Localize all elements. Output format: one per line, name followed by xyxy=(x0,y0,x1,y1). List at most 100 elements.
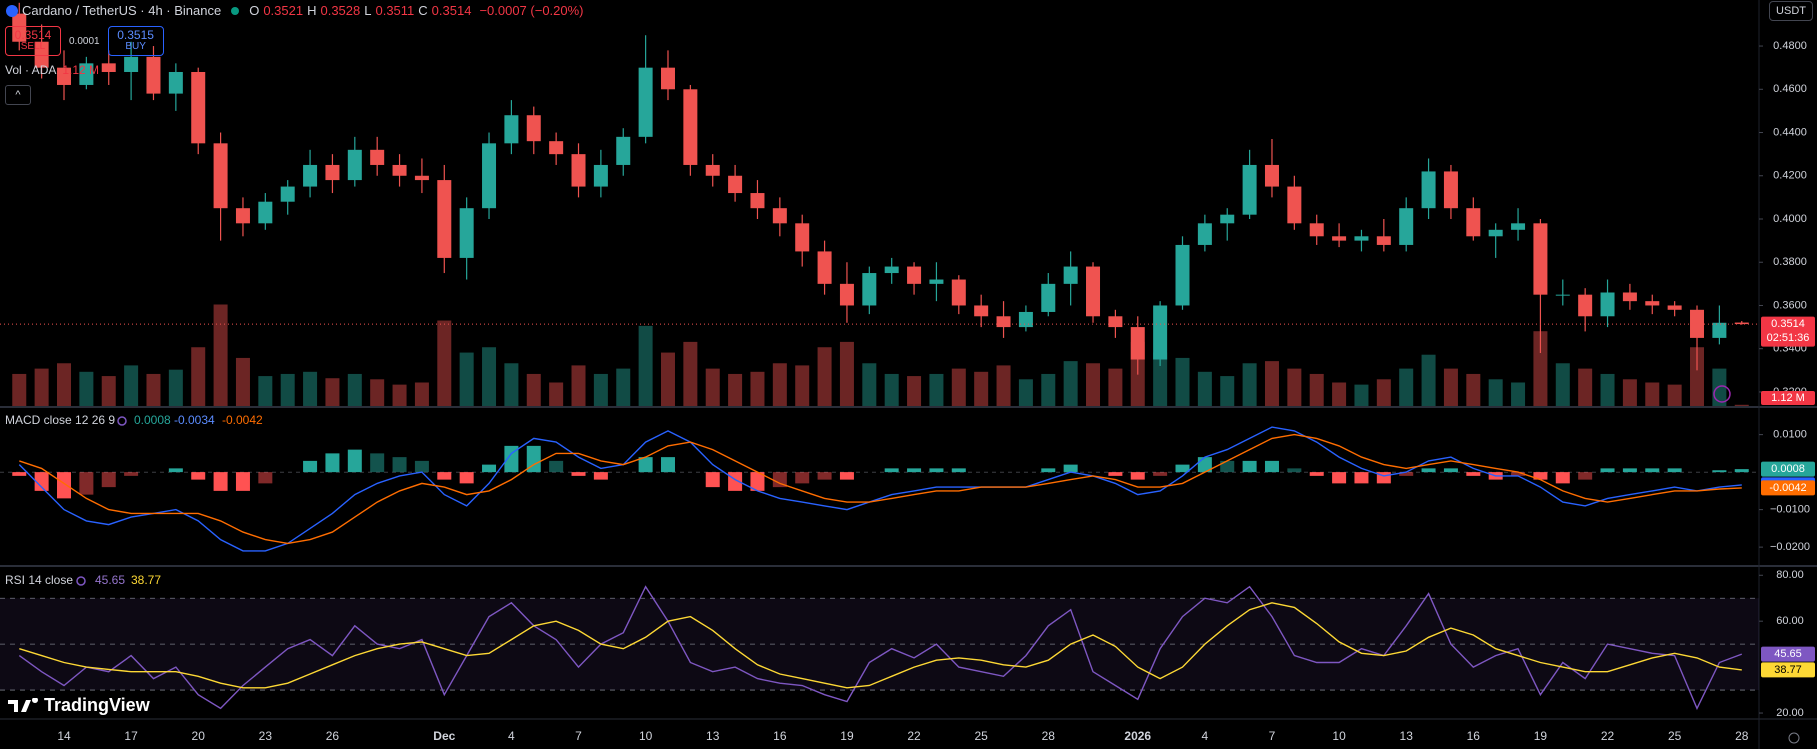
symbol[interactable]: Cardano / TetherUS · 4h · Binance xyxy=(22,3,222,18)
volume-bar xyxy=(1667,384,1682,406)
candle-body xyxy=(325,164,340,181)
volume-bar xyxy=(1600,373,1615,406)
currency-button[interactable]: USDT xyxy=(1769,1,1813,21)
histogram-bar xyxy=(1220,460,1235,473)
price-badge xyxy=(1761,316,1815,347)
x-tick-label: 10 xyxy=(1332,729,1346,743)
x-tick-label: Dec xyxy=(433,729,455,743)
x-tick-label: 28 xyxy=(1042,729,1056,743)
legend-icon xyxy=(76,576,86,586)
volume-badge xyxy=(1761,391,1815,405)
volume-bar xyxy=(974,371,989,406)
volume-bar xyxy=(213,304,228,406)
candle-body xyxy=(1667,305,1682,310)
logo-text: TradingView xyxy=(44,695,150,715)
histogram-bar xyxy=(929,468,944,473)
volume-bar xyxy=(482,347,497,406)
countdown: 02:51:36 xyxy=(1767,332,1810,344)
buy-price: 0.3515 xyxy=(117,28,154,42)
candle-body xyxy=(1287,186,1302,224)
candle-body xyxy=(951,279,966,306)
logo: TradingView xyxy=(8,695,150,716)
volume-bar xyxy=(996,365,1011,406)
y-tick-label: −0.0200 xyxy=(1770,541,1810,553)
buy-button[interactable]: 0.3515 BUY xyxy=(107,26,164,56)
candle-body xyxy=(437,180,452,258)
volume-bar xyxy=(1622,379,1637,406)
volume-bar xyxy=(1533,331,1548,406)
symbol-header: Cardano / TetherUS · 4h · Binance O 0.352… xyxy=(6,3,584,18)
ohlc-value: 0.3514 xyxy=(431,3,472,18)
candle-body xyxy=(750,193,765,209)
volume-bar xyxy=(12,373,27,406)
volume-bar xyxy=(1578,368,1593,406)
legend-title: MACD close 12 26 9 xyxy=(5,413,115,427)
histogram-bar xyxy=(1712,470,1727,473)
candle-body xyxy=(1578,294,1593,317)
candle-body xyxy=(974,305,989,317)
candle-body xyxy=(1175,244,1190,306)
histogram-bar xyxy=(1734,469,1749,473)
right-axis: 0.32000.34000.36000.38000.40000.42000.44… xyxy=(1759,40,1815,719)
histogram-bar xyxy=(57,472,71,499)
histogram-bar xyxy=(1130,472,1145,480)
candle-body xyxy=(459,208,474,258)
y-tick-label: 60.00 xyxy=(1776,615,1804,627)
histogram-bar xyxy=(1555,472,1570,484)
volume-bar xyxy=(1309,373,1324,406)
candle-body xyxy=(1421,171,1436,209)
candle-body xyxy=(1734,322,1749,325)
candle-body xyxy=(1555,294,1570,296)
candle-body xyxy=(1332,236,1347,241)
legend-value: -0.0034 xyxy=(174,413,215,427)
volume-bar xyxy=(34,368,49,406)
candle-body xyxy=(213,143,228,209)
badge-label: 38.77 xyxy=(1774,664,1802,676)
volume-bar xyxy=(235,357,250,406)
volume-bar xyxy=(1332,382,1347,406)
histogram-bar xyxy=(839,472,854,480)
price-pane xyxy=(0,2,1759,406)
volume-bar xyxy=(303,371,318,406)
candle-body xyxy=(817,251,832,284)
y-tick-label: 0.3800 xyxy=(1773,256,1807,268)
x-tick-label: 13 xyxy=(1400,729,1414,743)
candle-body xyxy=(57,67,71,85)
candle-body xyxy=(884,266,899,274)
histogram-bar xyxy=(1153,472,1168,476)
candle-body xyxy=(1354,236,1369,241)
candle-body xyxy=(683,89,698,165)
series-line xyxy=(18,426,1742,552)
candle-body xyxy=(1645,301,1660,306)
histogram-bar xyxy=(370,453,385,473)
trade-buttons: 0.3514 SELL 0.0001 0.3515 BUY xyxy=(5,26,164,56)
sell-button[interactable]: 0.3514 SELL xyxy=(5,26,61,56)
badge-label: 0.0008 xyxy=(1771,463,1805,475)
histogram-bar xyxy=(1063,464,1078,473)
candle-body xyxy=(303,164,318,187)
histogram-bar xyxy=(392,457,407,473)
alert-icon[interactable] xyxy=(1713,385,1731,403)
x-tick-label: 4 xyxy=(508,729,515,743)
candle-body xyxy=(772,208,787,224)
volume-bar xyxy=(683,341,698,406)
collapse-button[interactable]: ^ xyxy=(5,85,31,105)
y-tick-label: 0.4600 xyxy=(1773,83,1807,95)
histogram-bar xyxy=(258,472,273,484)
volume-bar xyxy=(1443,368,1458,406)
x-tick-label: 19 xyxy=(1534,729,1548,743)
y-tick-label: 0.4400 xyxy=(1773,126,1807,138)
histogram-bar xyxy=(101,472,116,488)
y-tick-label: 0.0100 xyxy=(1773,429,1807,441)
settings-icon[interactable] xyxy=(1788,732,1800,744)
histogram-bar xyxy=(34,472,49,491)
candle-body xyxy=(795,223,810,252)
volume-bar xyxy=(549,382,564,406)
histogram-bar xyxy=(772,472,787,488)
volume-bar xyxy=(1734,404,1749,406)
candle-body xyxy=(929,279,944,284)
histogram-bar xyxy=(191,472,206,480)
volume-bar xyxy=(1086,363,1101,406)
